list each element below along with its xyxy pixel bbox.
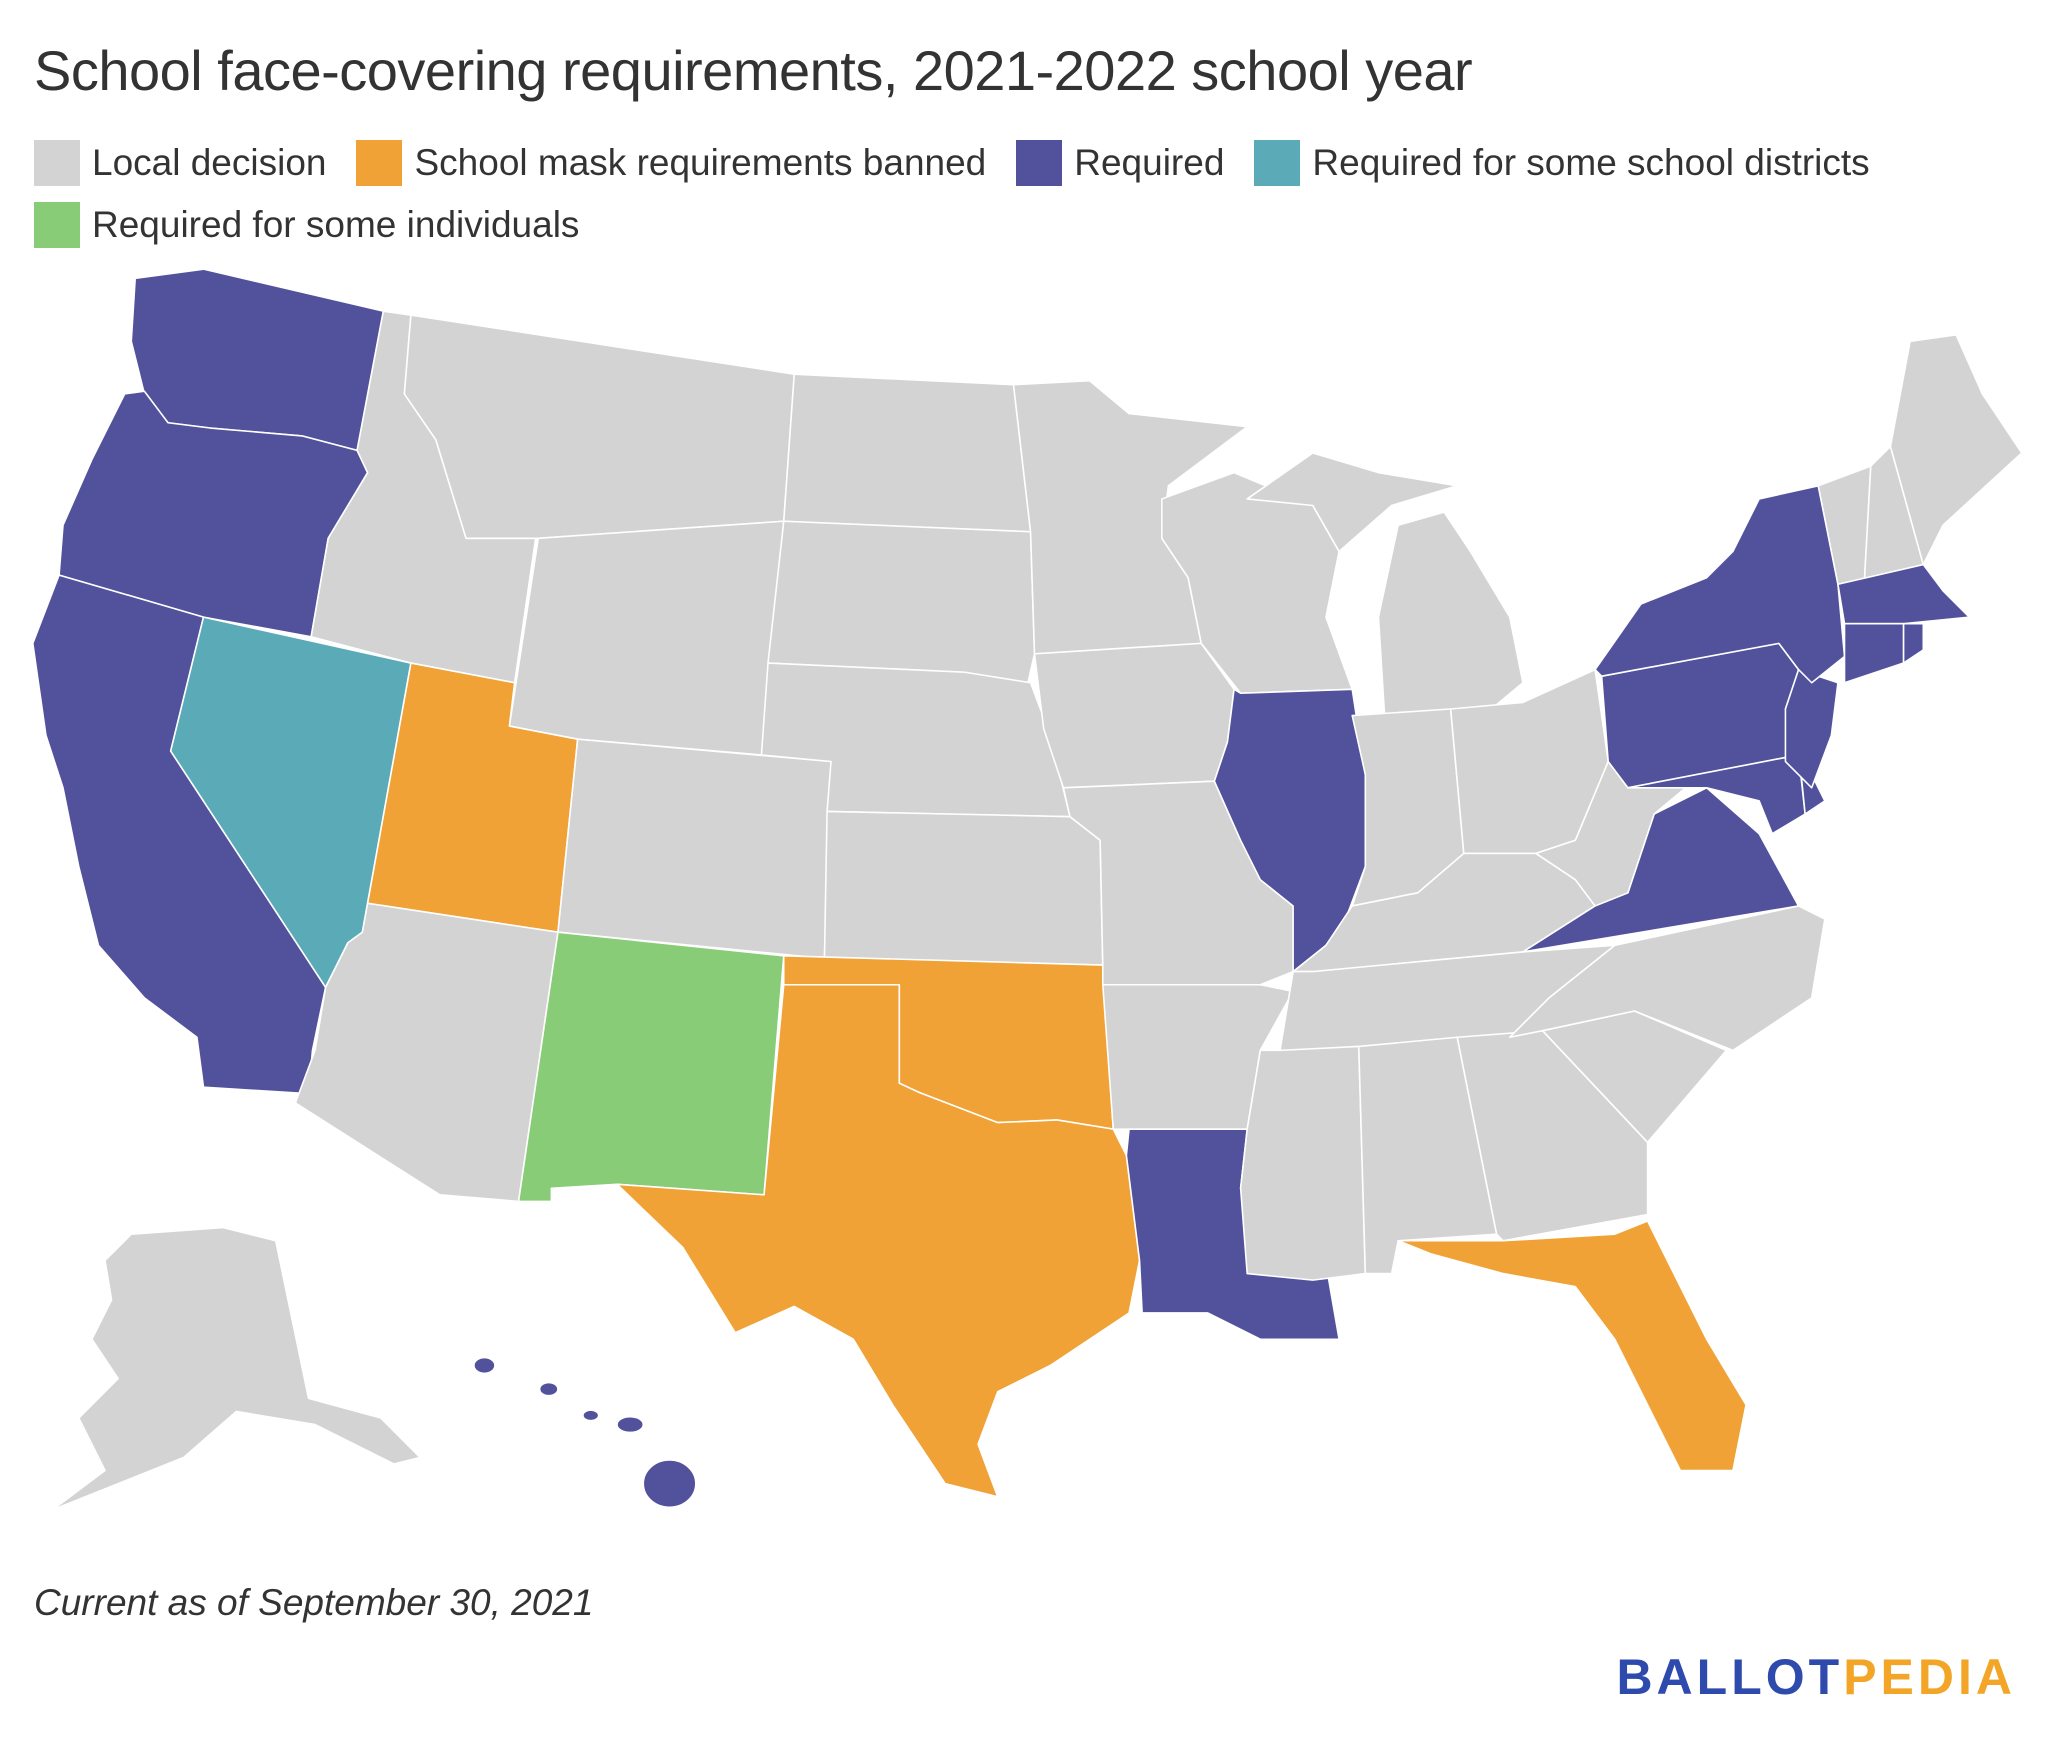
- state-nc: [1508, 905, 1826, 1052]
- legend-swatch: [34, 202, 80, 248]
- legend: Local decision School mask requirements …: [34, 140, 2024, 248]
- legend-label: Required for some school districts: [1312, 142, 1870, 183]
- state-ct: [1843, 622, 1905, 684]
- state-tx: [616, 983, 1141, 1498]
- legend-swatch: [34, 140, 80, 186]
- legend-item-some-districts: Required for some school districts: [1254, 140, 1870, 186]
- state-wy: [508, 520, 785, 756]
- state-ms: [1239, 1045, 1367, 1281]
- state-me: [1889, 334, 2023, 566]
- state-nj: [1784, 668, 1839, 789]
- state-ks: [823, 810, 1104, 966]
- state-mi: [1246, 452, 1459, 553]
- footnote: Current as of September 30, 2021: [34, 1582, 594, 1623]
- chart-title: School face-covering requirements, 2021-…: [34, 39, 1473, 102]
- legend-item-local-decision: Local decision: [34, 140, 326, 186]
- state-mi: [1377, 511, 1524, 723]
- legend-label: Required for some individuals: [92, 204, 580, 245]
- state-ny: [1594, 485, 1846, 684]
- legend-swatch: [356, 140, 403, 186]
- ballotpedia-logo: BALLOTPEDIA: [1616, 1648, 2016, 1706]
- state-co: [557, 738, 832, 960]
- state-hi: [582, 1409, 600, 1422]
- logo-part-1: BALLOT: [1616, 1649, 1844, 1705]
- state-hi: [616, 1415, 645, 1434]
- logo-part-2: PEDIA: [1843, 1649, 2016, 1705]
- state-mt: [403, 314, 796, 540]
- state-wv: [1535, 760, 1695, 907]
- state-hi: [473, 1356, 496, 1375]
- legend-item-some-individuals: Required for some individuals: [34, 202, 579, 248]
- state-ak: [51, 1226, 421, 1511]
- state-hi: [538, 1381, 559, 1397]
- state-nm: [517, 931, 785, 1203]
- legend-label: Local decision: [92, 142, 327, 183]
- state-nd: [782, 373, 1032, 533]
- state-hi: [642, 1459, 697, 1509]
- legend-label: School mask requirements banned: [414, 142, 987, 183]
- legend-item-banned: School mask requirements banned: [356, 140, 986, 186]
- legend-item-required: Required: [1016, 140, 1224, 186]
- state-sd: [767, 520, 1036, 684]
- state-ri: [1902, 622, 1925, 664]
- legend-swatch: [1254, 140, 1301, 186]
- legend-label: Required: [1074, 142, 1225, 183]
- state-ia: [1033, 642, 1235, 789]
- legend-swatch: [1016, 140, 1063, 186]
- state-fl: [1397, 1220, 1747, 1472]
